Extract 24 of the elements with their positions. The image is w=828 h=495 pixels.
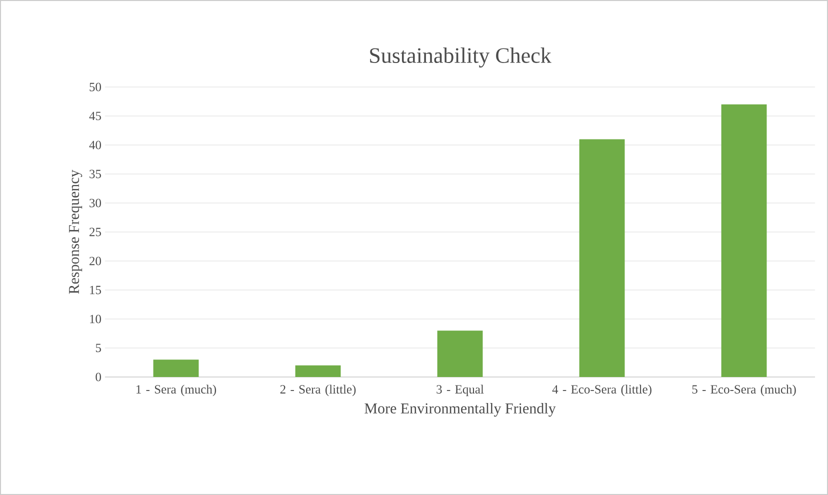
y-tick-label: 35 [90,170,101,178]
chart-title: Sustainability Check [370,47,552,68]
y-tick-label: 40 [89,140,102,150]
x-axis-title: More Environmentally Friendly [364,402,556,417]
x-tick-label: 3 - Equal [436,384,484,396]
y-tick-label: 20 [90,256,102,266]
bar [721,104,767,377]
y-tick-label: 45 [89,112,101,120]
y-tick-label: 0 [96,372,102,382]
x-tick-label: 2 - Sera (little) [280,384,356,396]
x-tick-label: 5 - Eco-Sera (much) [692,384,796,396]
bar [153,360,199,377]
bar [579,139,625,377]
y-tick-label: 25 [90,228,101,236]
bar [437,330,483,377]
bar [295,365,341,377]
x-tick-label: 4 - Eco-Sera (little) [552,384,652,396]
x-tick-label: 1 - Sera (much) [136,384,216,396]
y-tick-label: 30 [90,198,102,208]
y-axis-title: Response Frequency [69,170,82,294]
y-tick-label: 10 [90,314,102,324]
y-tick-label: 50 [90,82,102,92]
y-tick-label: 5 [96,344,101,352]
y-tick-label: 15 [90,286,101,294]
